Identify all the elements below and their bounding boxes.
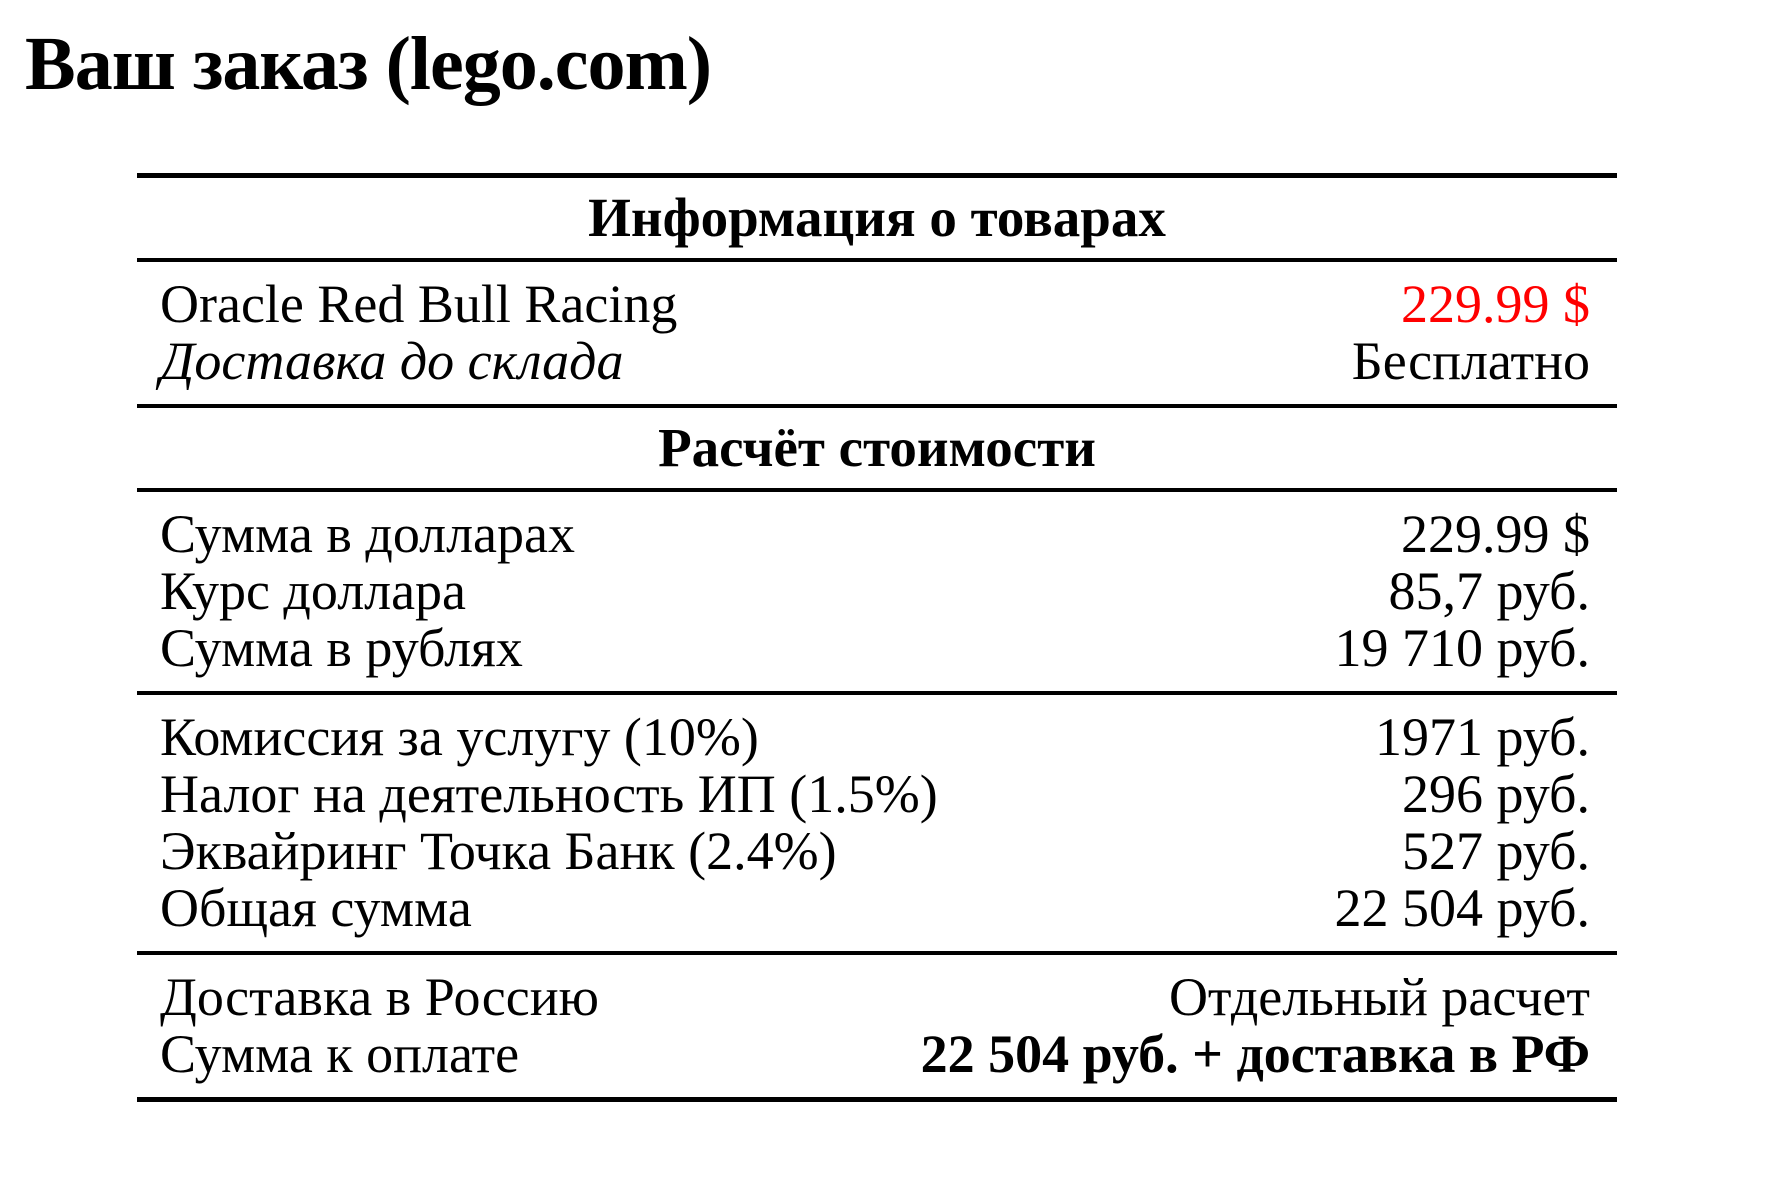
- section-header-cost-calculation: Расчёт стоимости: [658, 417, 1096, 478]
- table-row: Доставка до склада Бесплатно: [137, 333, 1617, 390]
- divider: [137, 488, 1617, 492]
- products-block: Oracle Red Bull Racing 229.99 $ Доставка…: [137, 262, 1617, 404]
- row-label: Общая сумма: [160, 878, 472, 938]
- table-row: Курс доллара 85,7 руб.: [137, 563, 1617, 620]
- row-value: Отдельный расчет: [1168, 967, 1590, 1027]
- row-value-total: 22 504 руб. + доставка в РФ: [920, 1024, 1590, 1084]
- divider: [137, 691, 1617, 695]
- row-value: 1971 руб.: [1374, 707, 1590, 767]
- row-label: Сумма в рублях: [160, 618, 523, 678]
- table-row: Комиссия за услугу (10%) 1971 руб.: [137, 709, 1617, 766]
- top-rule: [137, 173, 1617, 178]
- divider: [137, 258, 1617, 262]
- row-label: Сумма в долларах: [160, 504, 575, 564]
- row-value-price-red: 229.99 $: [1401, 274, 1590, 334]
- bottom-rule: [137, 1097, 1617, 1102]
- row-value: 527 руб.: [1401, 821, 1590, 881]
- row-value: 85,7 руб.: [1388, 561, 1590, 621]
- row-value: 296 руб.: [1401, 764, 1590, 824]
- section-header-products: Информация о товарах: [588, 187, 1166, 248]
- table-row: Эквайринг Точка Банк (2.4%) 527 руб.: [137, 823, 1617, 880]
- table-row: Доставка в Россию Отдельный расчет: [137, 969, 1617, 1026]
- table-row: Oracle Red Bull Racing 229.99 $: [137, 276, 1617, 333]
- row-label: Доставка до склада: [160, 331, 624, 391]
- row-label: Сумма к оплате: [160, 1024, 520, 1084]
- order-table: Информация о товарах Oracle Red Bull Rac…: [137, 173, 1617, 1102]
- row-value: 229.99 $: [1401, 504, 1590, 564]
- conversion-block: Сумма в долларах 229.99 $ Курс доллара 8…: [137, 492, 1617, 691]
- row-label: Курс доллара: [160, 561, 467, 621]
- row-label: Доставка в Россию: [160, 967, 599, 1027]
- table-row: Сумма в долларах 229.99 $: [137, 506, 1617, 563]
- row-value: Бесплатно: [1351, 331, 1590, 391]
- table-row: Налог на деятельность ИП (1.5%) 296 руб.: [137, 766, 1617, 823]
- row-label: Эквайринг Точка Банк (2.4%): [160, 821, 837, 881]
- table-row: Сумма к оплате 22 504 руб. + доставка в …: [137, 1026, 1617, 1083]
- row-label: Налог на деятельность ИП (1.5%): [160, 764, 938, 824]
- row-label: Комиссия за услугу (10%): [160, 707, 759, 767]
- row-label: Oracle Red Bull Racing: [160, 274, 678, 334]
- fees-block: Комиссия за услугу (10%) 1971 руб. Налог…: [137, 695, 1617, 951]
- table-row: Общая сумма 22 504 руб.: [137, 880, 1617, 937]
- row-value: 22 504 руб.: [1334, 878, 1590, 938]
- divider: [137, 951, 1617, 955]
- divider: [137, 404, 1617, 408]
- totals-block: Доставка в Россию Отдельный расчет Сумма…: [137, 955, 1617, 1097]
- row-value: 19 710 руб.: [1334, 618, 1590, 678]
- page-title: Ваш заказ (lego.com): [25, 22, 712, 106]
- table-row: Сумма в рублях 19 710 руб.: [137, 620, 1617, 677]
